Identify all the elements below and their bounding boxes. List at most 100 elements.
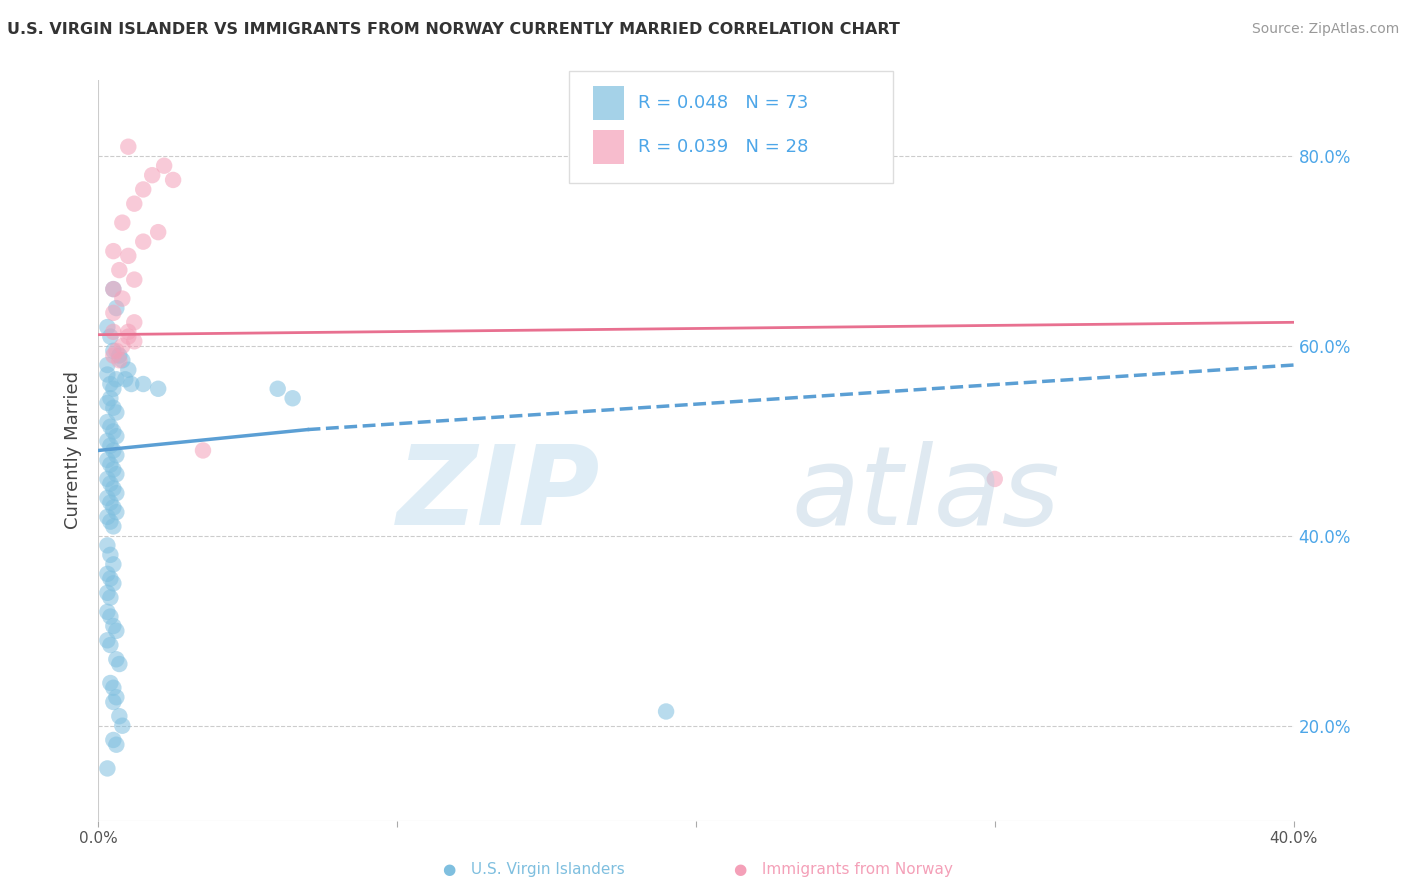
Text: R = 0.039   N = 28: R = 0.039 N = 28 bbox=[638, 138, 808, 156]
Point bbox=[105, 486, 128, 500]
Point bbox=[141, 168, 163, 182]
Point bbox=[96, 358, 118, 372]
Point bbox=[96, 320, 118, 334]
Point bbox=[105, 467, 128, 482]
Point bbox=[124, 196, 146, 211]
Point bbox=[111, 292, 134, 306]
Point bbox=[103, 244, 125, 259]
Point bbox=[111, 216, 134, 230]
Point bbox=[96, 586, 118, 600]
Point bbox=[103, 519, 125, 533]
Text: Source: ZipAtlas.com: Source: ZipAtlas.com bbox=[1251, 22, 1399, 37]
Point bbox=[103, 558, 125, 572]
Point bbox=[96, 633, 118, 648]
Point bbox=[96, 453, 118, 467]
Point bbox=[96, 538, 118, 552]
Point bbox=[103, 500, 125, 515]
Point bbox=[105, 624, 128, 638]
Point bbox=[103, 619, 125, 633]
Point bbox=[124, 334, 146, 349]
Point bbox=[96, 509, 118, 524]
Point bbox=[108, 657, 131, 671]
Point bbox=[103, 482, 125, 496]
Point bbox=[96, 434, 118, 448]
Point bbox=[281, 391, 304, 405]
Point bbox=[103, 733, 125, 747]
Point bbox=[148, 382, 170, 396]
Point bbox=[98, 419, 122, 434]
Text: atlas: atlas bbox=[792, 442, 1060, 549]
Point bbox=[117, 325, 139, 339]
Point bbox=[96, 472, 118, 486]
Text: U.S. VIRGIN ISLANDER VS IMMIGRANTS FROM NORWAY CURRENTLY MARRIED CORRELATION CHA: U.S. VIRGIN ISLANDER VS IMMIGRANTS FROM … bbox=[7, 22, 900, 37]
Point bbox=[103, 425, 125, 439]
Point bbox=[124, 315, 146, 329]
Point bbox=[148, 225, 170, 239]
Point bbox=[105, 372, 128, 386]
Point bbox=[132, 182, 155, 196]
Point bbox=[98, 439, 122, 453]
Point bbox=[114, 372, 136, 386]
Point bbox=[98, 591, 122, 605]
Point bbox=[108, 349, 131, 363]
Point bbox=[98, 476, 122, 491]
Point bbox=[103, 576, 125, 591]
Point bbox=[103, 325, 125, 339]
Point bbox=[103, 462, 125, 476]
Point bbox=[132, 235, 155, 249]
Point bbox=[105, 690, 128, 705]
Point bbox=[98, 638, 122, 652]
Point bbox=[103, 306, 125, 320]
Text: ●   U.S. Virgin Islanders: ● U.S. Virgin Islanders bbox=[443, 863, 626, 877]
Point bbox=[105, 429, 128, 443]
Point bbox=[103, 349, 125, 363]
Point bbox=[108, 353, 131, 368]
Point bbox=[103, 401, 125, 415]
Point bbox=[103, 382, 125, 396]
Point bbox=[98, 548, 122, 562]
Point bbox=[111, 353, 134, 368]
Point bbox=[96, 761, 118, 775]
Point bbox=[103, 681, 125, 695]
Text: ●   Immigrants from Norway: ● Immigrants from Norway bbox=[734, 863, 953, 877]
Point bbox=[103, 343, 125, 358]
Point bbox=[98, 496, 122, 510]
Point bbox=[96, 566, 118, 581]
Point bbox=[98, 676, 122, 690]
Point bbox=[98, 609, 122, 624]
Point bbox=[96, 368, 118, 382]
Point bbox=[105, 448, 128, 462]
Point bbox=[105, 738, 128, 752]
Point bbox=[103, 443, 125, 458]
Point bbox=[98, 458, 122, 472]
Point bbox=[108, 709, 131, 723]
Point bbox=[105, 301, 128, 315]
Point bbox=[98, 329, 122, 343]
Point bbox=[108, 263, 131, 277]
Text: R = 0.048   N = 73: R = 0.048 N = 73 bbox=[638, 94, 808, 112]
Point bbox=[103, 282, 125, 296]
Point bbox=[103, 695, 125, 709]
Point bbox=[98, 391, 122, 405]
Text: ZIP: ZIP bbox=[396, 442, 600, 549]
Point bbox=[117, 363, 139, 377]
Point bbox=[117, 329, 139, 343]
Point bbox=[111, 719, 134, 733]
Point bbox=[105, 652, 128, 666]
Point bbox=[98, 572, 122, 586]
Y-axis label: Currently Married: Currently Married bbox=[65, 371, 83, 530]
Point bbox=[96, 491, 118, 505]
Point bbox=[267, 382, 290, 396]
Point bbox=[105, 505, 128, 519]
Point bbox=[98, 515, 122, 529]
Point bbox=[96, 605, 118, 619]
Point bbox=[111, 339, 134, 353]
Point bbox=[153, 159, 176, 173]
Point bbox=[984, 472, 1007, 486]
Point bbox=[98, 377, 122, 392]
Point bbox=[105, 343, 128, 358]
Point bbox=[162, 173, 184, 187]
Point bbox=[655, 705, 678, 719]
Point bbox=[191, 443, 214, 458]
Point bbox=[96, 396, 118, 410]
